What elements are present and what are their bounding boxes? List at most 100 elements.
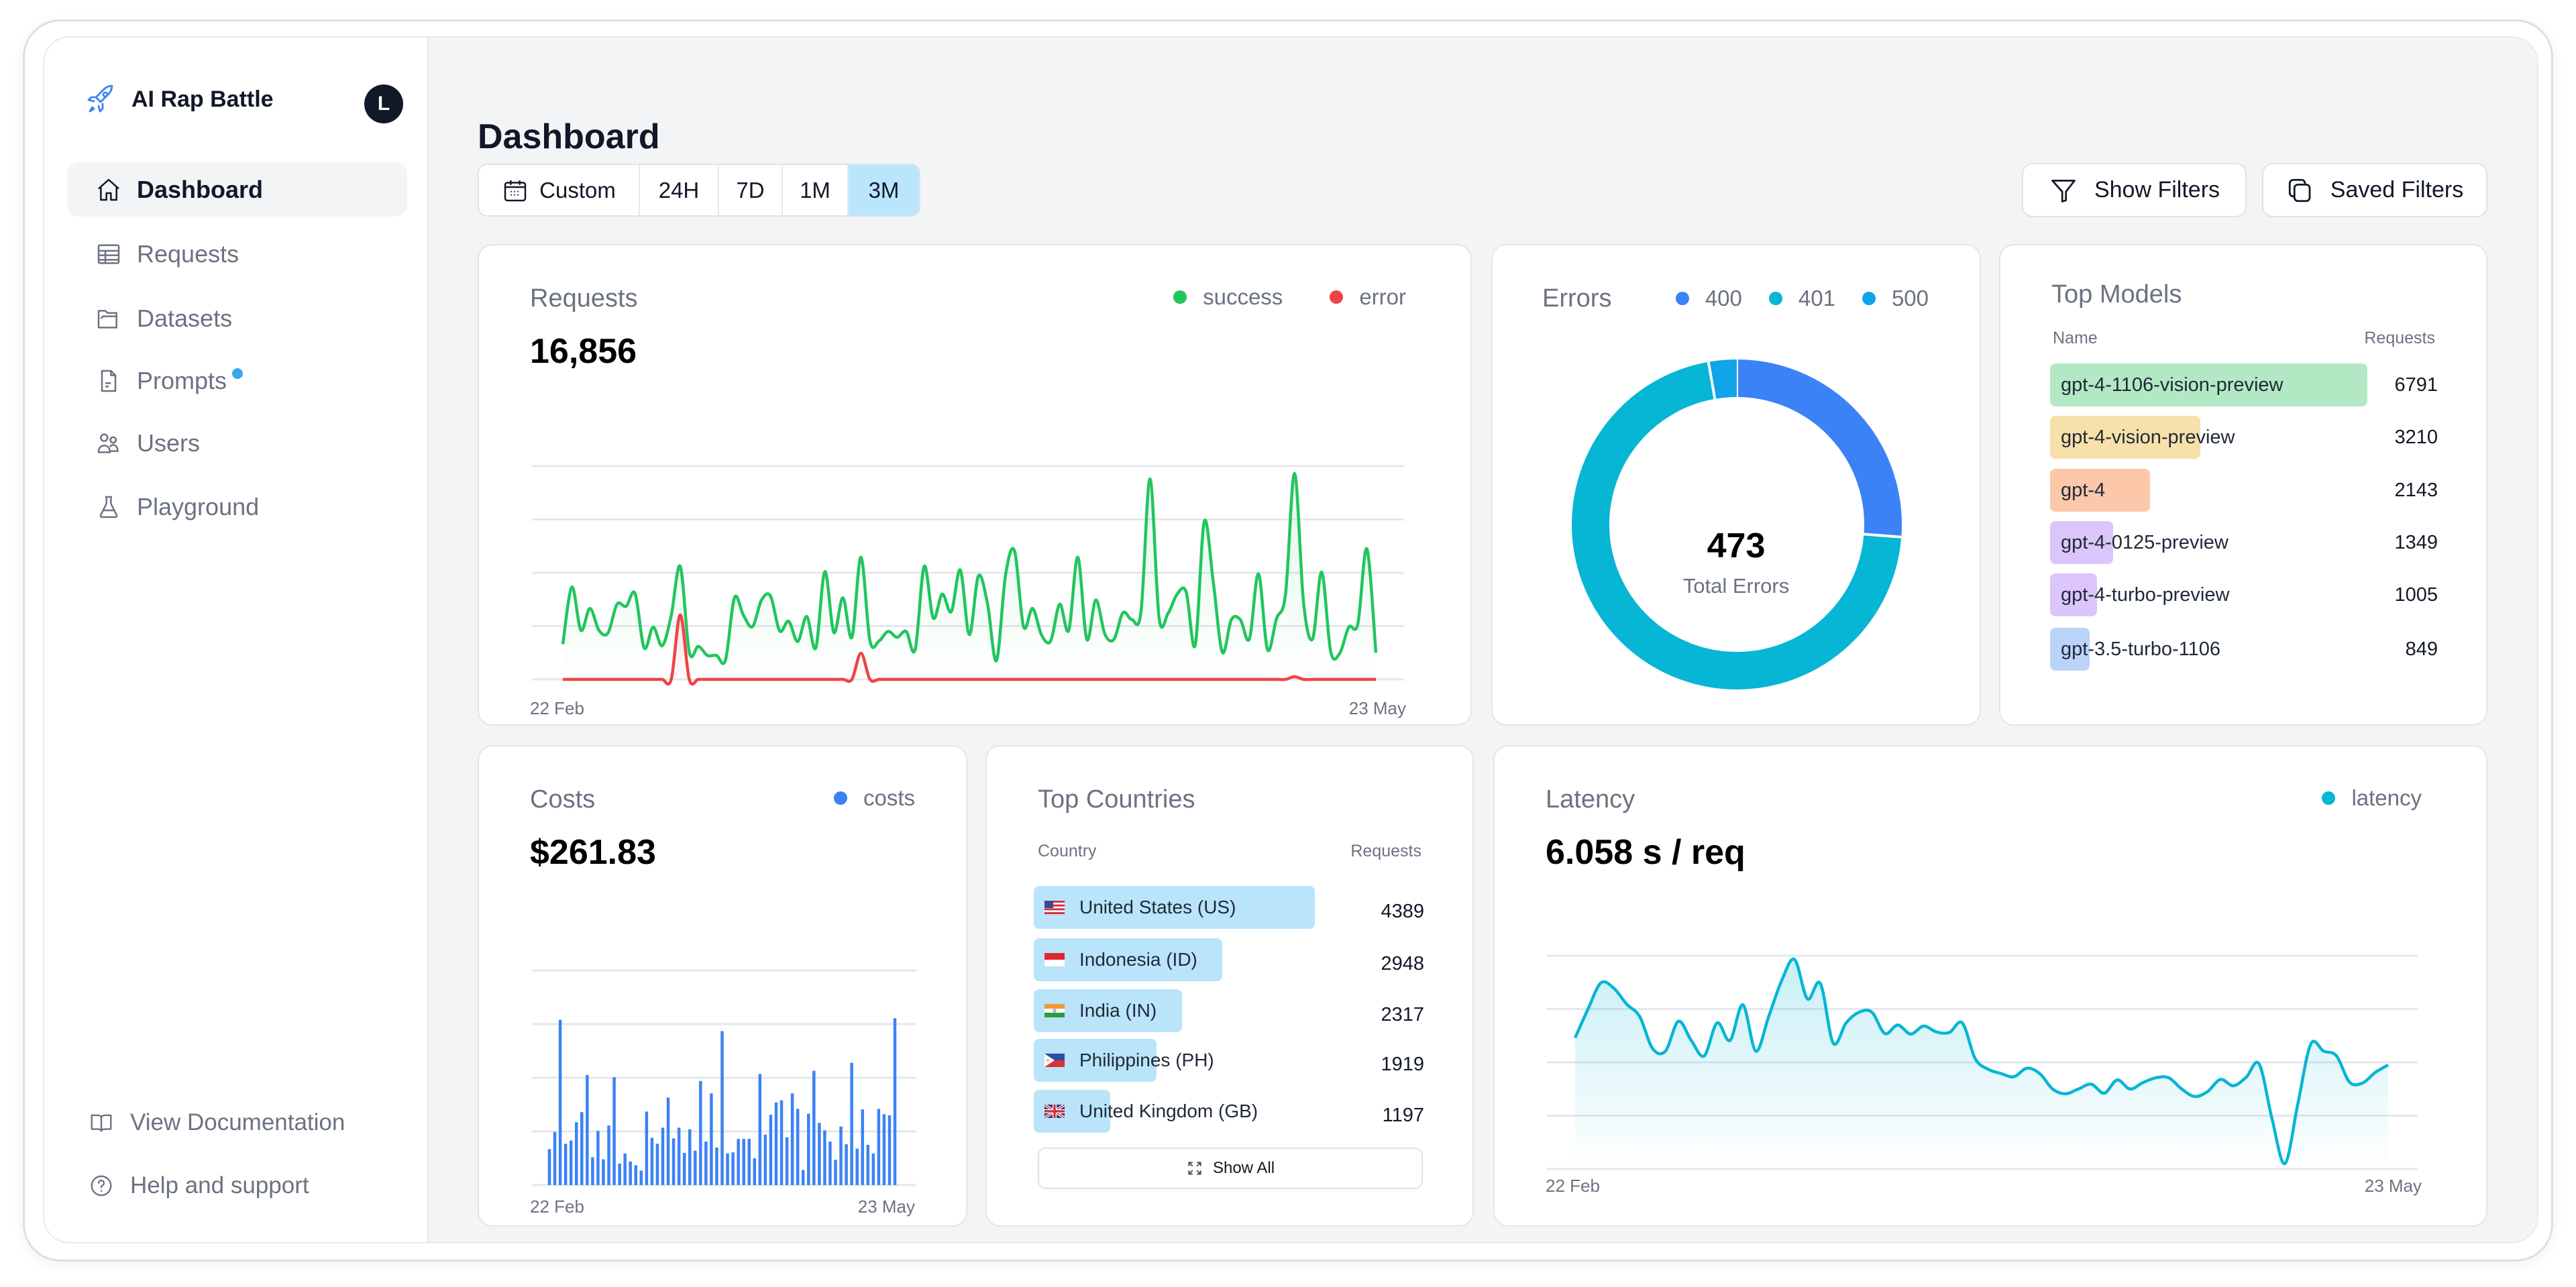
cost-bar[interactable] [661,1127,665,1185]
cost-bar[interactable] [591,1157,594,1185]
cost-bar[interactable] [564,1143,568,1185]
cost-bar[interactable] [871,1153,875,1185]
cost-bar[interactable] [758,1074,762,1185]
cost-bar[interactable] [763,1134,767,1185]
country-row[interactable]: India (IN) 2317 [1034,989,1424,1032]
series-line-error[interactable] [563,613,1376,686]
cost-bar[interactable] [818,1123,821,1185]
cost-bar[interactable] [612,1077,616,1185]
cost-bar[interactable] [666,1097,670,1185]
cost-bar[interactable] [574,1122,578,1185]
cost-bar[interactable] [547,1149,551,1185]
cost-bar[interactable] [769,1115,773,1185]
cost-bar[interactable] [607,1125,610,1185]
legend-item-401[interactable]: 401 [1768,286,1835,311]
legend-item-500[interactable]: 500 [1862,286,1929,311]
cost-bar[interactable] [742,1139,745,1185]
cost-bar[interactable] [737,1139,740,1185]
cost-bar[interactable] [807,1113,810,1185]
avatar[interactable]: L [364,85,403,123]
view-documentation-link[interactable]: View Documentation [89,1109,345,1136]
cost-bar[interactable] [672,1138,676,1185]
cost-bar[interactable] [866,1145,870,1185]
cost-bar[interactable] [893,1018,897,1185]
cost-bar[interactable] [861,1109,864,1185]
cost-bar[interactable] [694,1150,697,1185]
model-row[interactable]: gpt-4-vision-preview 3210 [2050,416,2438,459]
cost-bar[interactable] [715,1148,718,1185]
model-row[interactable]: gpt-4-0125-preview 1349 [2050,521,2438,564]
help-support-link[interactable]: Help and support [89,1172,309,1199]
sidebar-item-datasets[interactable]: Datasets [67,291,407,345]
cost-bar[interactable] [747,1139,751,1185]
cost-bar[interactable] [785,1137,789,1185]
cost-bar[interactable] [753,1158,757,1185]
cost-bar[interactable] [629,1161,632,1185]
legend-item-costs[interactable]: costs [833,785,915,811]
legend-item-latency[interactable]: latency [2322,785,2422,811]
model-row[interactable]: gpt-4-1106-vision-preview 6791 [2050,363,2438,406]
brand[interactable]: AI Rap Battle [85,83,274,115]
cost-bar[interactable] [710,1093,713,1185]
cost-bar[interactable] [812,1070,816,1185]
cost-bar[interactable] [774,1102,778,1185]
cost-bar[interactable] [828,1141,832,1185]
cost-bar[interactable] [688,1129,692,1185]
cost-bar[interactable] [558,1019,562,1185]
sidebar-item-requests[interactable]: Requests [67,227,407,281]
cost-bar[interactable] [682,1153,686,1185]
cost-bar[interactable] [699,1080,702,1185]
cost-bar[interactable] [639,1170,643,1185]
cost-bar[interactable] [877,1109,881,1185]
show-all-button[interactable]: Show All [1038,1148,1423,1189]
show-filters-button[interactable]: Show Filters [2022,163,2247,217]
cost-bar[interactable] [569,1140,573,1185]
range-3m-button[interactable]: 3M [849,165,919,215]
cost-bar[interactable] [650,1137,654,1185]
legend-item-400[interactable]: 400 [1675,286,1742,311]
donut-slice-400[interactable] [1736,359,1902,537]
cost-bar[interactable] [726,1153,729,1185]
cost-bar[interactable] [704,1141,708,1185]
series-line-success[interactable] [561,471,1378,665]
model-row[interactable]: gpt-4 2143 [2050,469,2438,512]
range-24h-button[interactable]: 24H [640,165,719,215]
cost-bar[interactable] [850,1062,853,1185]
cost-bar[interactable] [586,1075,589,1185]
cost-bar[interactable] [888,1115,892,1185]
country-row[interactable]: Philippines (PH) 1919 [1034,1039,1424,1082]
cost-bar[interactable] [602,1159,605,1185]
sidebar-item-prompts[interactable]: Prompts [67,353,407,408]
cost-bar[interactable] [845,1144,848,1185]
cost-bar[interactable] [580,1112,584,1185]
cost-bar[interactable] [655,1143,659,1185]
cost-bar[interactable] [677,1127,681,1185]
country-row[interactable]: Indonesia (ID) 2948 [1034,938,1424,981]
cost-bar[interactable] [596,1131,600,1185]
cost-bar[interactable] [839,1126,843,1185]
series-line-latency[interactable] [1573,957,2390,1166]
cost-bar[interactable] [645,1111,649,1185]
cost-bar[interactable] [790,1093,794,1185]
cost-bar[interactable] [834,1160,837,1185]
sidebar-item-dashboard[interactable]: Dashboard [67,162,407,217]
model-row[interactable]: gpt-3.5-turbo-1106 849 [2050,628,2438,671]
legend-item-error[interactable]: error [1330,284,1406,310]
saved-filters-button[interactable]: Saved Filters [2262,163,2487,217]
cost-bar[interactable] [731,1152,735,1185]
sidebar-item-playground[interactable]: Playground [67,480,407,534]
cost-bar[interactable] [623,1153,627,1185]
cost-bar[interactable] [796,1109,800,1185]
country-row[interactable]: United Kingdom (GB) 1197 [1034,1090,1424,1133]
country-row[interactable]: United States (US) 4389 [1034,886,1424,929]
range-1m-button[interactable]: 1M [783,165,849,215]
donut-slice-401[interactable] [1572,361,1902,689]
cost-bar[interactable] [618,1164,621,1185]
range-custom-button[interactable]: Custom [479,165,640,215]
cost-bar[interactable] [553,1131,557,1185]
cost-bar[interactable] [720,1031,724,1185]
cost-bar[interactable] [801,1170,805,1185]
cost-bar[interactable] [855,1148,859,1185]
donut-slice-500[interactable] [1708,359,1737,399]
model-row[interactable]: gpt-4-turbo-preview 1005 [2050,573,2438,616]
